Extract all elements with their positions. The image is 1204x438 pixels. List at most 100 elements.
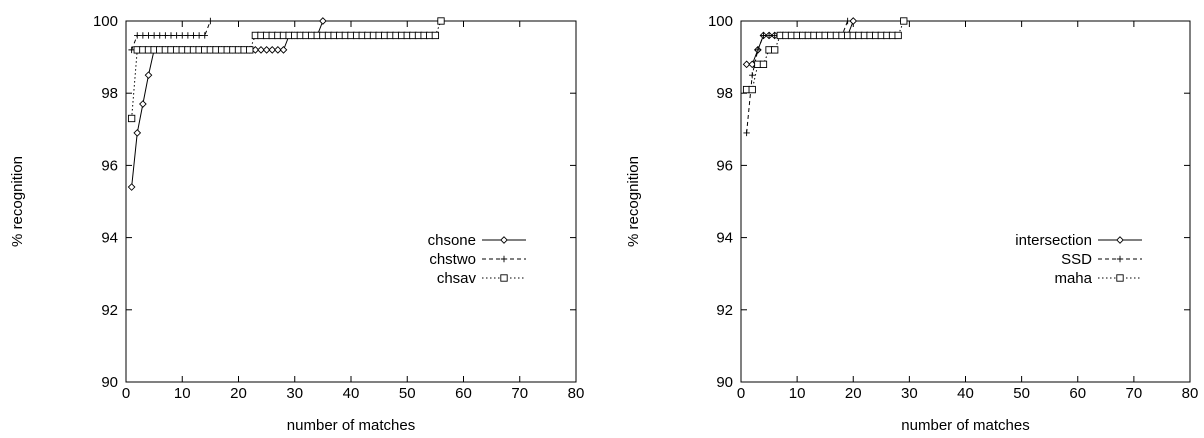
legend-label: chsone <box>428 232 476 249</box>
y-tick-label: 94 <box>716 230 733 247</box>
series-chsone <box>127 17 327 191</box>
data-point <box>759 60 768 68</box>
x-tick-label: 60 <box>455 385 472 402</box>
data-point <box>268 46 277 54</box>
data-point <box>195 32 203 39</box>
legend-marker <box>1116 255 1124 263</box>
legend-marker <box>500 255 508 263</box>
x-tick-label: 70 <box>1126 385 1143 402</box>
x-tick-label: 50 <box>1013 385 1030 402</box>
x-tick-label: 10 <box>174 385 191 402</box>
data-point <box>760 32 767 39</box>
legend-label: intersection <box>1015 232 1092 249</box>
data-point <box>274 46 282 54</box>
data-point <box>173 32 180 39</box>
data-point <box>748 85 756 94</box>
legend-label: maha <box>1054 270 1092 287</box>
y-tick-label: 98 <box>101 85 118 102</box>
data-point <box>134 32 141 39</box>
legend-marker <box>500 236 508 244</box>
y-tick-label: 90 <box>101 374 118 391</box>
y-axis-label: % recognition <box>625 156 642 247</box>
data-point <box>133 129 142 137</box>
data-point <box>431 31 440 40</box>
plot-frame <box>740 20 1191 383</box>
data-point <box>894 31 902 40</box>
y-tick-label: 96 <box>716 157 733 174</box>
y-tick-label: 98 <box>716 85 733 102</box>
series-line <box>746 20 854 65</box>
data-point <box>262 46 271 54</box>
chart-2: 0 10 20 30 40 50 60 70 80 90 92 94 96 98 100 number of … <box>625 13 1199 434</box>
series-maha <box>742 17 908 94</box>
data-point <box>900 17 908 25</box>
y-tick-label: 96 <box>101 157 118 174</box>
x-axis-label: number of matches <box>287 417 415 433</box>
y-tick-label: 100 <box>93 13 118 30</box>
series-line <box>746 20 905 91</box>
data-point <box>179 32 186 39</box>
data-point <box>167 32 175 39</box>
data-point <box>207 17 214 25</box>
data-point <box>749 71 756 79</box>
x-tick-label: 0 <box>737 385 745 402</box>
x-tick-label: 40 <box>957 385 974 402</box>
x-tick-label: 40 <box>343 385 360 402</box>
data-point <box>139 100 147 108</box>
x-tick-label: 20 <box>845 385 862 402</box>
data-point <box>742 60 751 69</box>
data-point <box>127 114 136 123</box>
chart-1: 0 10 20 30 40 50 60 70 80 90 92 94 96 98 100 number of … <box>9 13 585 434</box>
series-chstwo <box>128 17 214 54</box>
data-point <box>162 32 169 39</box>
legend-label: SSD <box>1061 251 1092 268</box>
data-point <box>849 17 858 25</box>
x-tick-label: 20 <box>230 385 247 402</box>
data-point <box>743 129 750 137</box>
y-tick-label: 92 <box>716 302 733 319</box>
data-point <box>437 17 445 25</box>
y-tick-label: 94 <box>101 230 118 247</box>
series-chsav <box>127 17 445 123</box>
data-point <box>319 17 327 25</box>
x-tick-label: 30 <box>286 385 303 402</box>
x-tick-label: 50 <box>399 385 416 402</box>
legend-label: chsav <box>437 270 477 287</box>
x-axis-label: number of matches <box>901 417 1029 433</box>
y-tick-label: 100 <box>708 13 733 30</box>
x-tick-label: 80 <box>1182 385 1199 402</box>
data-point <box>279 46 288 54</box>
legend-marker <box>1116 274 1124 282</box>
x-tick-label: 30 <box>901 385 918 402</box>
data-point <box>754 46 762 54</box>
data-point <box>145 32 152 39</box>
x-tick-label: 10 <box>789 385 806 402</box>
legend-label: chstwo <box>429 251 476 268</box>
y-tick-label: 90 <box>716 374 733 391</box>
data-point <box>771 46 779 54</box>
data-point <box>190 32 197 39</box>
series-line <box>131 20 324 188</box>
x-tick-label: 70 <box>511 385 528 402</box>
data-point <box>257 46 265 54</box>
data-point <box>144 71 153 79</box>
data-point <box>127 183 136 191</box>
data-point <box>246 46 254 54</box>
x-tick-label: 0 <box>122 385 130 402</box>
plot-frame <box>125 20 577 383</box>
data-point <box>150 32 158 39</box>
data-point <box>844 17 851 25</box>
data-point <box>184 32 192 39</box>
x-tick-label: 80 <box>568 385 585 402</box>
legend-marker <box>1116 236 1124 244</box>
y-tick-label: 92 <box>101 302 118 319</box>
data-point <box>765 32 773 39</box>
data-point <box>201 32 208 39</box>
y-axis-label: % recognition <box>9 156 26 247</box>
data-point <box>139 32 147 39</box>
legend-marker <box>500 274 508 282</box>
data-point <box>156 32 163 39</box>
x-tick-label: 60 <box>1069 385 1086 402</box>
